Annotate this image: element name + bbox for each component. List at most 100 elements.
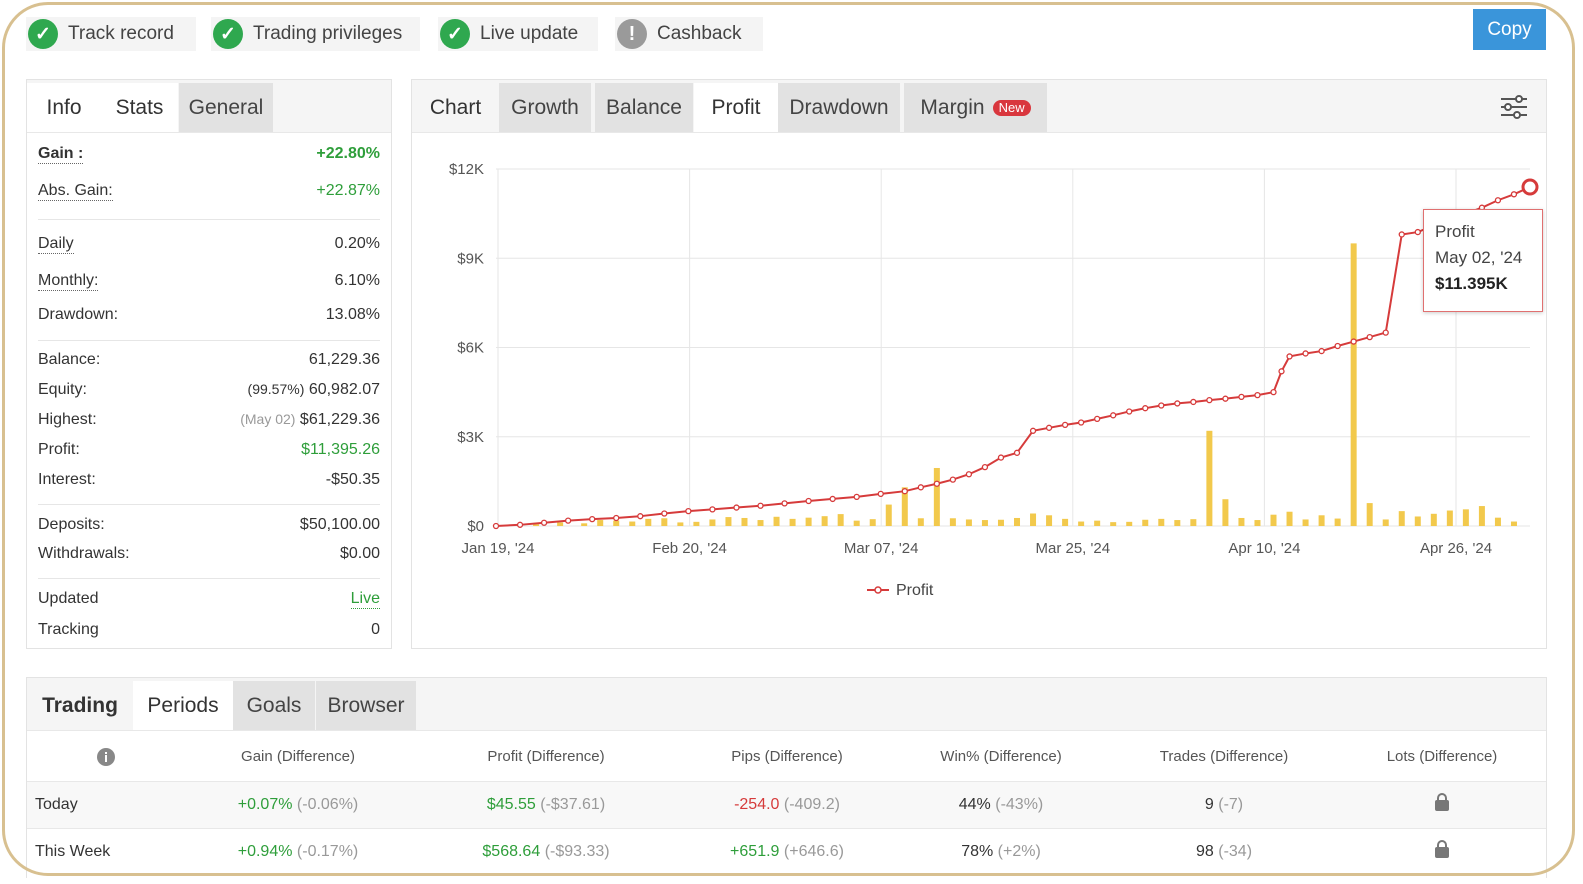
live-link[interactable]: Live (350, 589, 380, 609)
profit-bar (709, 519, 716, 526)
tab-margin[interactable]: Margin New (904, 83, 1047, 132)
gain-row: Gain : +22.80% (38, 143, 380, 165)
tab-drawdown[interactable]: Drawdown (778, 83, 900, 132)
profit-bar (773, 516, 780, 526)
row-win: 78% (961, 843, 994, 860)
row-pips: +651.9 (730, 843, 780, 860)
profit-point (781, 500, 788, 507)
profit-point (965, 471, 973, 478)
equity-value: 60,982.07 (308, 381, 380, 398)
profit-point (757, 502, 764, 509)
profit-bar (1478, 506, 1485, 526)
profit-point (492, 522, 500, 530)
x-tick-label: Feb 20, '24 (652, 540, 727, 557)
tab-browser[interactable]: Browser (316, 681, 416, 730)
row-profit-diff: (-$93.33) (544, 843, 610, 860)
profit-bar (1142, 519, 1149, 526)
tracking-row: Tracking 0 (38, 619, 380, 641)
profit-point (1302, 350, 1309, 357)
divider (38, 578, 380, 579)
profit-bar (1430, 513, 1437, 526)
equity-row: Equity: (99.57%) 60,982.07 (38, 379, 380, 401)
tab-growth[interactable]: Growth (499, 83, 591, 132)
profit-point (1366, 333, 1373, 341)
profit-bar (965, 519, 972, 526)
profit-point (1110, 412, 1117, 419)
profit-point (1286, 353, 1293, 360)
tab-general[interactable]: General (179, 83, 273, 132)
bar-series (509, 243, 1517, 526)
profit-bar (789, 518, 796, 526)
profit-point (981, 463, 989, 471)
profit-bar (1110, 522, 1117, 526)
row-pips: -254.0 (734, 796, 780, 813)
updated-label: Updated (38, 590, 99, 607)
badge-label: Track record (68, 23, 174, 44)
tooltip: Profit May 02, '24 $11.395K (1423, 209, 1543, 312)
tab-chart[interactable]: Chart (429, 95, 482, 119)
x-tick-label: Mar 07, '24 (844, 540, 919, 557)
table-row[interactable]: This Week +0.94% (-0.17%) $568.64 (-$93.… (27, 828, 1546, 876)
profit-bar (853, 520, 860, 526)
copy-button[interactable]: Copy (1473, 9, 1546, 50)
tab-periods[interactable]: Periods (133, 681, 233, 730)
tab-info[interactable]: Info (27, 83, 101, 132)
profit-chart: $0 $3K $6K $9K $12K Jan 19, '24 Feb 20, '24 Ma… (449, 161, 1539, 599)
settings-sliders-icon[interactable] (1499, 94, 1529, 120)
profit-point (1045, 424, 1053, 431)
profit-bar (1302, 519, 1309, 526)
profit-point (1494, 197, 1502, 204)
daily-row: Daily 0.20% (38, 233, 380, 255)
deposits-row: Deposits: $50,100.00 (38, 514, 380, 536)
profit-bar (1094, 520, 1101, 526)
profit-point (1334, 342, 1341, 350)
track-record-badge: ✓ Track record (26, 17, 196, 51)
profit-point (733, 504, 740, 511)
highest-label: Highest: (38, 411, 97, 428)
tab-trading[interactable]: Trading (42, 693, 118, 717)
balance-row: Balance: 61,229.36 (38, 349, 380, 371)
profit-point (997, 454, 1005, 461)
abs-gain-label: Abs. Gain: (38, 181, 113, 201)
check-icon: ✓ (213, 19, 243, 49)
highest-value: $61,229.36 (299, 411, 380, 428)
profit-bar (1238, 517, 1245, 526)
profit-bar (757, 520, 764, 526)
profit-bar (533, 524, 540, 526)
profit-point (1510, 191, 1518, 198)
row-win-diff: (-43%) (995, 796, 1044, 813)
monthly-value: 6.10% (334, 272, 380, 289)
divider (38, 504, 380, 505)
info-icon[interactable] (97, 748, 115, 770)
cashback-badge: ! Cashback (615, 17, 763, 51)
profit-bar (1462, 509, 1469, 526)
abs-gain-row: Abs. Gain: +22.87% (38, 180, 380, 202)
profit-bar (1398, 511, 1405, 526)
tab-stats[interactable]: Stats (101, 83, 178, 132)
badge-label: Trading privileges (253, 23, 403, 44)
badge-label: Cashback (657, 23, 742, 44)
profit-bar (805, 517, 812, 526)
profit-point (1142, 405, 1149, 412)
tab-balance[interactable]: Balance (595, 83, 693, 132)
profit-point (564, 517, 572, 524)
profit-point (917, 484, 924, 491)
profit-bar (725, 517, 732, 526)
profit-bar (629, 521, 636, 526)
profit-bar (1046, 515, 1053, 526)
drawdown-label: Drawdown: (38, 306, 119, 323)
withdrawals-value: $0.00 (339, 545, 380, 562)
profit-point (589, 516, 596, 523)
drawdown-value: 13.08% (325, 306, 380, 323)
table-row[interactable]: Today +0.07% (-0.06%) $45.55 (-$37.61) -… (27, 781, 1546, 829)
profit-bar (677, 522, 684, 526)
tab-profit[interactable]: Profit (694, 83, 778, 132)
check-icon: ✓ (28, 19, 58, 49)
tab-goals[interactable]: Goals (233, 681, 315, 730)
y-tick-label: $0 (467, 518, 484, 535)
trading-privileges-badge: ✓ Trading privileges (211, 17, 420, 51)
x-tick-label: Apr 10, '24 (1228, 540, 1300, 557)
profit-bar (869, 519, 876, 526)
live-update-badge: ✓ Live update (438, 17, 598, 51)
row-gain: +0.07% (237, 796, 293, 813)
